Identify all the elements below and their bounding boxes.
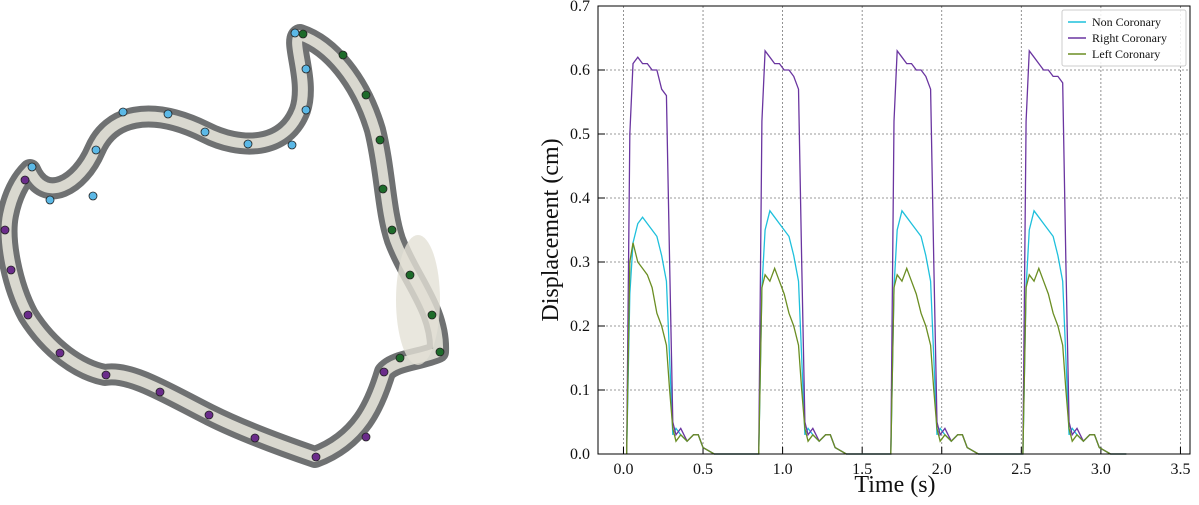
x-tick-label: 0.0 bbox=[613, 461, 633, 478]
marker bbox=[27, 162, 37, 172]
marker bbox=[88, 191, 98, 201]
marker bbox=[101, 370, 111, 380]
x-tick-label: 1.5 bbox=[852, 461, 872, 478]
marker bbox=[0, 225, 10, 235]
chart: Time (s) Displacement (cm) 0.0 0.1 0.2 0.3 0… bbox=[538, 0, 1191, 498]
legend-label: Left Coronary bbox=[1092, 47, 1160, 61]
marker bbox=[55, 348, 65, 358]
marker bbox=[361, 90, 371, 100]
marker bbox=[301, 64, 311, 74]
y-tick-label: 0.2 bbox=[570, 318, 590, 335]
series-line bbox=[625, 209, 1127, 455]
marker bbox=[395, 353, 405, 363]
marker bbox=[361, 432, 371, 442]
marker bbox=[204, 410, 214, 420]
x-tick-label: 0.5 bbox=[693, 461, 713, 478]
marker bbox=[405, 270, 415, 280]
marker bbox=[6, 265, 16, 275]
marker bbox=[23, 310, 33, 320]
marker bbox=[163, 109, 173, 119]
y-tick-label: 0.0 bbox=[570, 446, 590, 463]
marker bbox=[250, 433, 260, 443]
x-tick-label: 3.0 bbox=[1091, 461, 1111, 478]
x-axis-label: Time (s) bbox=[854, 472, 935, 498]
y-axis-label: Displacement (cm) bbox=[538, 138, 564, 321]
marker bbox=[375, 135, 385, 145]
legend-box bbox=[1061, 9, 1187, 67]
valve-bulge bbox=[396, 235, 440, 365]
y-tick-label: 0.4 bbox=[570, 190, 590, 207]
series-line bbox=[625, 48, 1127, 455]
plot-frame bbox=[597, 5, 1191, 455]
marker bbox=[311, 452, 321, 462]
marker bbox=[435, 347, 445, 357]
legend-label: Right Coronary bbox=[1092, 31, 1167, 45]
legend: Non Coronary Right Coronary Left Coronary bbox=[1061, 9, 1187, 67]
marker bbox=[287, 140, 297, 150]
y-tick-label: 0.3 bbox=[570, 254, 590, 271]
y-tick-label: 0.7 bbox=[570, 0, 590, 15]
marker bbox=[378, 184, 388, 194]
y-tick-label: 0.5 bbox=[570, 126, 590, 143]
marker bbox=[301, 105, 311, 115]
x-tick-label: 2.5 bbox=[1011, 461, 1031, 478]
marker bbox=[45, 195, 55, 205]
marker bbox=[379, 367, 389, 377]
x-tick-label: 2.0 bbox=[932, 461, 952, 478]
marker bbox=[20, 175, 30, 185]
series-line bbox=[625, 242, 1127, 455]
x-tick-label: 1.0 bbox=[773, 461, 793, 478]
marker bbox=[118, 107, 128, 117]
marker bbox=[338, 50, 348, 60]
marker-points bbox=[0, 28, 445, 462]
legend-label: Non Coronary bbox=[1092, 15, 1161, 29]
marker bbox=[387, 225, 397, 235]
marker bbox=[298, 29, 308, 39]
valve-render bbox=[0, 24, 450, 468]
y-tick-label: 0.6 bbox=[570, 62, 590, 79]
marker bbox=[155, 387, 165, 397]
marker bbox=[427, 310, 437, 320]
marker bbox=[290, 28, 300, 38]
marker bbox=[91, 145, 101, 155]
y-tick-label: 0.1 bbox=[570, 382, 590, 399]
x-tick-label: 3.5 bbox=[1170, 461, 1190, 478]
marker bbox=[200, 127, 210, 137]
marker bbox=[243, 139, 253, 149]
